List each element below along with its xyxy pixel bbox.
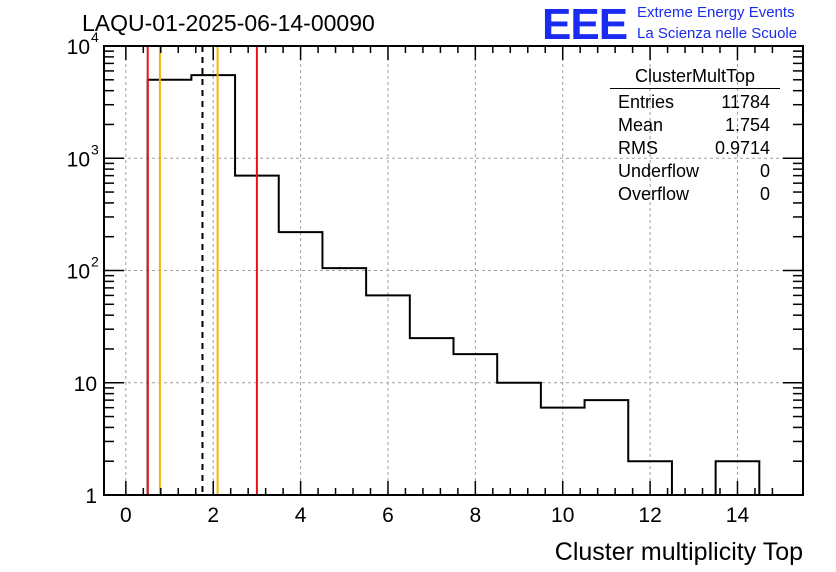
y-tick-label: 10 [67, 36, 90, 59]
logo-line-1: Extreme Energy Events [637, 4, 795, 21]
chart-title: LAQU-01-2025-06-14-00090 [82, 10, 375, 36]
y-tick-label: 10 [67, 148, 90, 171]
x-tick-label: 4 [295, 504, 307, 527]
x-tick-label: 0 [120, 504, 132, 527]
x-tick-label: 6 [382, 504, 394, 527]
stats-value: 0 [759, 161, 770, 181]
y-tick-exponent: 4 [91, 29, 99, 45]
stats-label: Entries [618, 92, 675, 112]
y-tick-label: 1 [85, 485, 97, 508]
stats-value: 0.9714 [714, 138, 770, 158]
stats-box: ClusterMultTop Entries 11784 Mean 1.754 … [610, 66, 780, 206]
stats-value: 1.754 [724, 115, 770, 135]
stats-value: 11784 [721, 92, 770, 112]
stats-row-overflow: Overflow 0 [610, 183, 780, 206]
eee-logo: EEE [542, 0, 628, 49]
logo-line-2: La Scienza nelle Scuole [637, 25, 798, 42]
x-tick-label: 12 [638, 504, 661, 527]
stats-row-entries: Entries 11784 [610, 91, 780, 114]
stats-label: Mean [618, 115, 664, 135]
x-axis-label: Cluster multiplicity Top [555, 538, 803, 566]
stats-label: Overflow [618, 184, 690, 204]
y-tick-exponent: 2 [91, 254, 99, 270]
stats-value: 0 [759, 184, 770, 204]
stats-title: ClusterMultTop [610, 66, 780, 89]
y-tick-exponent: 3 [91, 141, 99, 157]
x-tick-label: 10 [551, 504, 574, 527]
x-tick-label: 8 [470, 504, 482, 527]
y-tick-label: 10 [67, 261, 90, 284]
y-tick-label: 10 [74, 373, 97, 396]
stats-label: Underflow [618, 161, 700, 181]
stats-row-rms: RMS 0.9714 [610, 137, 780, 160]
stats-row-underflow: Underflow 0 [610, 160, 780, 183]
histogram-line [146, 74, 761, 496]
stats-label: RMS [618, 138, 658, 158]
stats-row-mean: Mean 1.754 [610, 114, 780, 137]
x-tick-label: 14 [726, 504, 750, 527]
x-tick-label: 2 [207, 504, 219, 527]
